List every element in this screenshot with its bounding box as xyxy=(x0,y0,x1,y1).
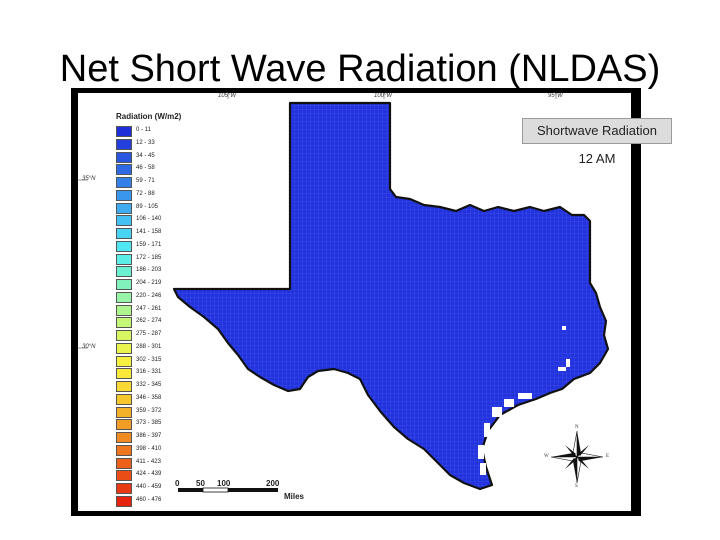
scale-tick-0: 0 xyxy=(175,479,180,488)
legend-label: 346 - 358 xyxy=(136,394,162,401)
variable-badge: Shortwave Radiation xyxy=(522,118,672,144)
legend-swatch xyxy=(116,138,132,150)
legend-label: 332 - 345 xyxy=(136,382,162,388)
legend-swatch xyxy=(116,355,132,367)
legend-swatch xyxy=(116,215,132,227)
legend-swatch xyxy=(116,393,132,405)
legend-swatch xyxy=(116,126,132,137)
legend-label: 424 - 439 xyxy=(136,471,162,478)
legend-swatch xyxy=(116,457,132,469)
legend-swatch xyxy=(116,164,132,176)
legend-swatch xyxy=(116,177,132,188)
legend-label: 411 - 423 xyxy=(136,458,161,465)
legend-label: 262 - 274 xyxy=(136,318,162,325)
legend-label: 106 - 140 xyxy=(136,216,162,223)
legend-label: 288 - 301 xyxy=(136,343,162,350)
scale-units: Miles xyxy=(284,492,305,501)
legend-swatch xyxy=(116,419,132,431)
legend-swatch xyxy=(116,151,132,163)
legend-label: 34 - 45 xyxy=(136,152,155,159)
longitude-label-100w: 100°W xyxy=(374,93,393,99)
legend-swatch xyxy=(116,342,132,354)
compass-rose xyxy=(550,430,604,484)
legend-swatch xyxy=(116,368,132,380)
legend-label: 460 - 476 xyxy=(136,496,162,503)
slide-title: Net Short Wave Radiation (NLDAS) xyxy=(59,48,661,90)
legend-swatch xyxy=(116,495,132,507)
legend-title: Radiation (W/m2) xyxy=(116,112,182,121)
scale-tick-100: 100 xyxy=(217,479,231,488)
legend-label: 12 - 33 xyxy=(136,139,155,146)
legend-swatch xyxy=(116,291,132,303)
legend-label: 89 - 105 xyxy=(136,203,159,210)
legend-swatch xyxy=(116,317,132,329)
map-panel: 105°W 100°W 95°W 35°N 30°N xyxy=(78,93,672,511)
legend-swatch xyxy=(116,189,132,201)
legend-label: 220 - 246 xyxy=(136,292,162,299)
legend-swatch xyxy=(116,406,132,418)
scale-tick-50: 50 xyxy=(196,479,205,488)
legend-label: 204 - 219 xyxy=(136,280,162,286)
longitude-label-95w: 95°W xyxy=(548,93,563,99)
legend-label: 359 - 372 xyxy=(136,407,162,414)
legend-label: 159 - 171 xyxy=(136,241,162,248)
legend-swatch xyxy=(116,266,132,278)
legend-label: 172 - 185 xyxy=(136,254,162,261)
legend-swatch xyxy=(116,444,132,456)
scale-tick-200: 200 xyxy=(266,479,280,488)
legend-label: 386 - 397 xyxy=(136,433,162,439)
legend-label: 0 - 11 xyxy=(136,127,151,133)
legend-swatch xyxy=(116,432,132,443)
legend-label: 46 - 58 xyxy=(136,165,155,172)
map-frame: 105°W 100°W 95°W 35°N 30°N xyxy=(71,88,672,516)
legend-label: 316 - 331 xyxy=(136,369,162,376)
legend-swatch xyxy=(116,202,132,214)
legend-label: 141 - 158 xyxy=(136,229,162,235)
legend-label: 275 - 287 xyxy=(136,331,162,337)
legend-label: 440 - 459 xyxy=(136,484,162,490)
legend-swatch xyxy=(116,304,132,316)
legend-label: 59 - 71 xyxy=(136,178,155,184)
longitude-label-105w: 105°W xyxy=(218,93,237,99)
compass-w: W xyxy=(544,454,549,459)
legend-label: 373 - 385 xyxy=(136,420,162,427)
legend-swatch xyxy=(116,240,132,252)
compass-e: E xyxy=(606,454,610,459)
legend-label: 247 - 261 xyxy=(136,305,162,312)
time-label: 12 AM xyxy=(578,151,616,166)
legend-swatch xyxy=(116,228,132,239)
legend-label: 186 - 203 xyxy=(136,267,162,274)
compass-s: S xyxy=(575,484,578,489)
legend-swatch xyxy=(116,381,132,392)
texas-outline xyxy=(172,101,610,491)
legend-label: 302 - 315 xyxy=(136,356,162,363)
scale-bar xyxy=(178,487,278,493)
legend-swatch xyxy=(116,470,132,482)
latitude-label-35n: 35°N xyxy=(82,176,96,182)
legend-swatch xyxy=(116,253,132,265)
compass-n: N xyxy=(575,425,579,430)
legend-label: 72 - 88 xyxy=(136,190,155,197)
texas-radiation-map xyxy=(78,93,610,493)
legend-swatch xyxy=(116,483,132,494)
legend-label: 398 - 410 xyxy=(136,445,162,452)
latitude-label-30n: 30°N xyxy=(82,344,96,350)
legend-swatch xyxy=(116,279,132,290)
legend-swatch xyxy=(116,330,132,341)
